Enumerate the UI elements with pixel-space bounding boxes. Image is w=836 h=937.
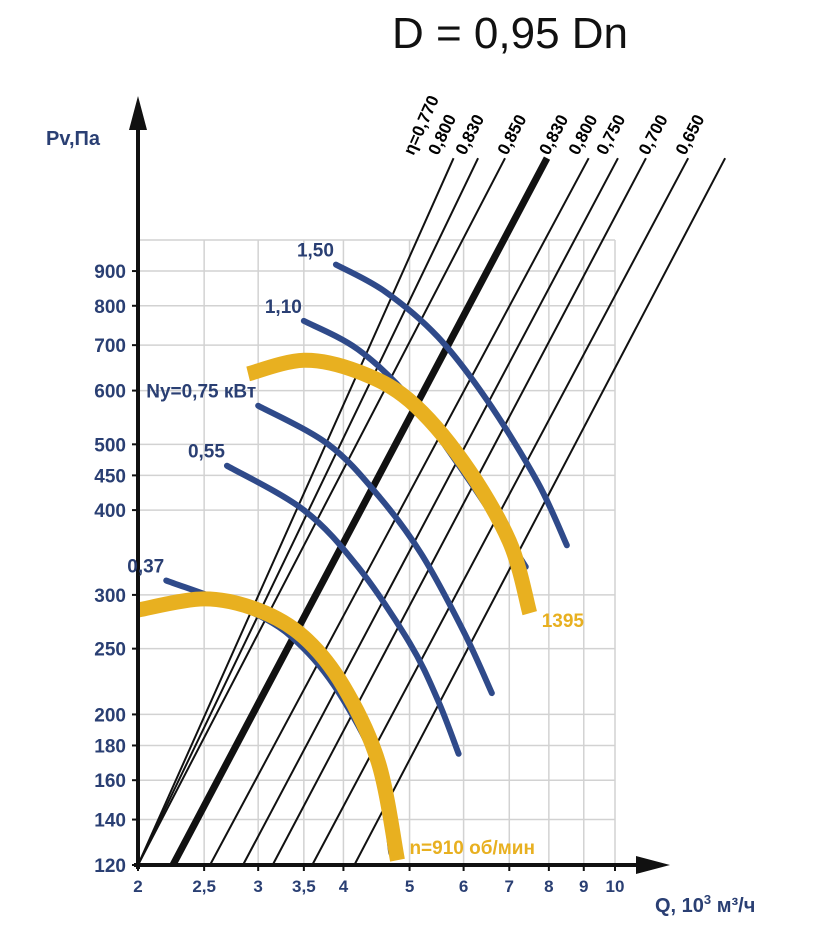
power-curve-2	[255, 402, 495, 697]
efficiency-label-3: 0,850	[494, 112, 531, 158]
x-axis-title-suffix: м³/ч	[711, 895, 755, 917]
x-tick-label-5: 5	[405, 877, 414, 896]
y-axis-arrow-icon	[129, 96, 147, 130]
speed-curves	[136, 352, 537, 862]
y-axis-title: Pv,Па	[46, 128, 101, 150]
x-axis-title: Q, 103 м³/ч	[655, 892, 755, 917]
y-tick-label-0: 120	[94, 856, 126, 877]
power-label-2: Ny=0,75 кВт	[146, 382, 256, 403]
efficiency-line-8	[353, 157, 727, 866]
efficiency-line-0	[137, 157, 455, 866]
x-tick-label-10: 10	[606, 877, 625, 896]
y-tick-label-13: 900	[94, 262, 126, 283]
speed-curve-0	[136, 591, 405, 862]
y-tick-label-3: 180	[94, 736, 126, 757]
efficiency-label-6: 0,750	[593, 112, 630, 158]
y-tick-label-12: 800	[94, 297, 126, 318]
y-tick-label-1: 140	[94, 811, 126, 832]
x-tick-label-3: 3,5	[292, 877, 316, 896]
y-tick-label-6: 300	[94, 586, 126, 607]
x-tick-label-2: 3	[253, 877, 262, 896]
x-tick-label-8: 8	[544, 877, 553, 896]
y-tick-label-10: 600	[94, 382, 126, 403]
y-tick-label-9: 500	[94, 435, 126, 456]
power-curve-4	[332, 261, 570, 549]
power-label-0: 0,37	[127, 557, 164, 578]
x-tick-label-6: 6	[459, 877, 468, 896]
axes	[129, 96, 670, 874]
tick-labels: 120 140 160 180 200 250 300 400 450 500 600 700 800 9…	[94, 262, 624, 896]
chart-title: D = 0,95 Dn	[392, 9, 628, 58]
efficiency-label-7: 0,700	[635, 112, 672, 158]
speed-label-1: 1395	[542, 611, 585, 632]
efficiency-lines	[137, 156, 727, 867]
x-axis-title-prefix: Q, 10	[655, 895, 704, 917]
power-label-1: 0,55	[188, 442, 225, 463]
efficiency-line-5	[242, 157, 619, 866]
power-curve-1	[223, 462, 462, 757]
y-tick-label-8: 450	[94, 466, 126, 487]
power-label-3: 1,10	[265, 297, 302, 318]
x-axis-title-sup: 3	[704, 892, 711, 907]
y-tick-label-11: 700	[94, 336, 126, 357]
efficiency-label-8: 0,650	[672, 112, 709, 159]
x-tick-label-4: 4	[339, 877, 349, 896]
power-label-4: 1,50	[297, 241, 334, 262]
efficiency-line-6	[271, 157, 647, 866]
speed-curve-1	[246, 352, 537, 616]
x-tick-label-1: 2,5	[192, 877, 216, 896]
efficiency-line-4	[209, 157, 590, 866]
x-tick-label-0: 2	[133, 877, 142, 896]
efficiency-line-2	[137, 157, 506, 866]
y-tick-label-7: 400	[94, 501, 126, 522]
speed-label-0: n=910 об/мин	[409, 838, 535, 859]
x-tick-label-7: 7	[505, 877, 514, 896]
y-tick-label-4: 200	[94, 705, 126, 726]
efficiency-line-3	[169, 156, 551, 867]
y-tick-label-5: 250	[94, 640, 126, 661]
x-tick-label-9: 9	[579, 877, 588, 896]
y-tick-label-2: 160	[94, 771, 126, 792]
x-axis-arrow-icon	[636, 856, 670, 874]
